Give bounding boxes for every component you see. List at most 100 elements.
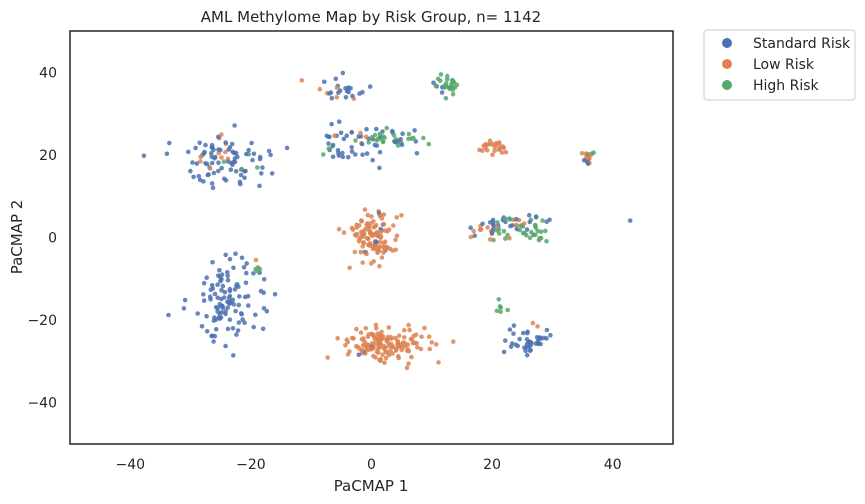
data-point-standard-risk bbox=[197, 140, 202, 146]
data-point-standard-risk bbox=[507, 327, 513, 332]
data-point-standard-risk bbox=[204, 161, 210, 167]
data-point-low-risk bbox=[383, 349, 389, 355]
data-point-standard-risk bbox=[343, 95, 349, 100]
data-point-high-risk bbox=[221, 159, 227, 164]
data-point-standard-risk bbox=[223, 252, 228, 258]
data-point-standard-risk bbox=[222, 289, 228, 295]
data-point-standard-risk bbox=[544, 327, 550, 333]
data-point-standard-risk bbox=[524, 352, 530, 358]
data-point-standard-risk bbox=[260, 326, 266, 332]
data-point-standard-risk bbox=[513, 342, 519, 348]
data-point-standard-risk bbox=[431, 80, 436, 86]
data-point-high-risk bbox=[498, 305, 504, 310]
data-point-standard-risk bbox=[377, 149, 383, 155]
data-point-low-risk bbox=[358, 249, 364, 255]
data-point-low-risk bbox=[492, 145, 497, 150]
data-point-high-risk bbox=[377, 131, 383, 137]
y-tick-label: −40 bbox=[27, 396, 57, 412]
data-point-standard-risk bbox=[377, 165, 382, 171]
data-point-low-risk bbox=[373, 341, 378, 346]
data-point-high-risk bbox=[382, 135, 387, 140]
data-point-standard-risk bbox=[322, 79, 327, 85]
data-point-low-risk bbox=[358, 130, 363, 136]
data-point-standard-risk bbox=[337, 88, 343, 93]
data-point-standard-risk bbox=[511, 331, 516, 337]
x-axis-ticks: −40 −20 0 20 40 bbox=[116, 457, 622, 473]
data-point-low-risk bbox=[382, 239, 388, 245]
data-point-low-risk bbox=[299, 78, 305, 83]
data-point-standard-risk bbox=[524, 337, 530, 342]
data-point-low-risk bbox=[419, 334, 424, 340]
data-point-high-risk bbox=[442, 85, 447, 90]
data-point-standard-risk bbox=[350, 93, 355, 99]
data-point-standard-risk bbox=[360, 89, 365, 95]
data-point-standard-risk bbox=[349, 149, 355, 154]
data-point-low-risk bbox=[366, 242, 371, 248]
data-point-standard-risk bbox=[193, 145, 198, 151]
chart-title: AML Methylome Map by Risk Group, n= 1142 bbox=[201, 8, 541, 26]
data-point-standard-risk bbox=[220, 283, 226, 289]
data-point-standard-risk bbox=[242, 320, 247, 326]
data-point-high-risk bbox=[527, 235, 533, 241]
data-point-low-risk bbox=[377, 263, 382, 269]
data-point-low-risk bbox=[378, 358, 383, 364]
data-point-standard-risk bbox=[227, 317, 233, 323]
data-point-standard-risk bbox=[360, 152, 365, 157]
data-point-low-risk bbox=[498, 145, 504, 150]
data-point-standard-risk bbox=[353, 152, 358, 157]
data-point-high-risk bbox=[505, 307, 511, 313]
data-point-standard-risk bbox=[226, 295, 232, 301]
data-point-standard-risk bbox=[219, 303, 224, 309]
data-point-high-risk bbox=[498, 309, 503, 315]
data-point-standard-risk bbox=[213, 327, 219, 332]
data-point-standard-risk bbox=[219, 165, 224, 171]
data-point-standard-risk bbox=[508, 223, 513, 229]
data-point-low-risk bbox=[383, 228, 388, 233]
x-tick-label: −40 bbox=[116, 457, 146, 473]
data-point-standard-risk bbox=[490, 227, 496, 232]
data-point-standard-risk bbox=[217, 268, 222, 273]
data-point-standard-risk bbox=[217, 316, 223, 321]
data-point-low-risk bbox=[388, 336, 394, 342]
data-point-standard-risk bbox=[468, 225, 474, 230]
data-point-low-risk bbox=[402, 335, 407, 340]
data-point-low-risk bbox=[352, 249, 358, 255]
data-point-standard-risk bbox=[227, 256, 233, 262]
data-point-high-risk bbox=[538, 229, 544, 234]
data-point-standard-risk bbox=[340, 154, 346, 160]
data-point-standard-risk bbox=[215, 282, 220, 288]
data-point-standard-risk bbox=[524, 227, 530, 232]
data-point-standard-risk bbox=[209, 154, 214, 159]
data-point-low-risk bbox=[219, 155, 224, 160]
x-axis-label: PaCMAP 1 bbox=[334, 477, 409, 495]
data-point-low-risk bbox=[223, 149, 228, 155]
data-point-high-risk bbox=[446, 85, 452, 90]
data-point-standard-risk bbox=[348, 86, 353, 91]
data-point-standard-risk bbox=[345, 154, 351, 160]
data-point-standard-risk bbox=[239, 311, 244, 317]
data-point-standard-risk bbox=[190, 160, 195, 165]
data-point-standard-risk bbox=[264, 308, 270, 314]
data-point-low-risk bbox=[394, 215, 400, 220]
data-point-low-risk bbox=[381, 250, 386, 255]
data-point-standard-risk bbox=[209, 181, 215, 186]
data-point-standard-risk bbox=[520, 330, 526, 336]
data-point-standard-risk bbox=[349, 130, 355, 135]
data-point-high-risk bbox=[540, 218, 545, 223]
points-layer bbox=[141, 70, 633, 371]
data-point-standard-risk bbox=[233, 308, 238, 314]
data-point-low-risk bbox=[341, 230, 347, 235]
data-point-low-risk bbox=[354, 326, 359, 332]
data-point-low-risk bbox=[356, 239, 362, 244]
data-point-standard-risk bbox=[233, 150, 239, 156]
data-point-low-risk bbox=[345, 339, 351, 345]
data-point-standard-risk bbox=[241, 264, 247, 270]
data-point-standard-risk bbox=[536, 335, 542, 341]
data-point-standard-risk bbox=[246, 147, 251, 153]
data-point-low-risk bbox=[407, 327, 412, 333]
data-point-low-risk bbox=[579, 151, 585, 156]
data-point-standard-risk bbox=[225, 273, 230, 279]
data-point-low-risk bbox=[334, 95, 340, 100]
data-point-low-risk bbox=[366, 332, 372, 337]
data-point-low-risk bbox=[415, 345, 420, 350]
